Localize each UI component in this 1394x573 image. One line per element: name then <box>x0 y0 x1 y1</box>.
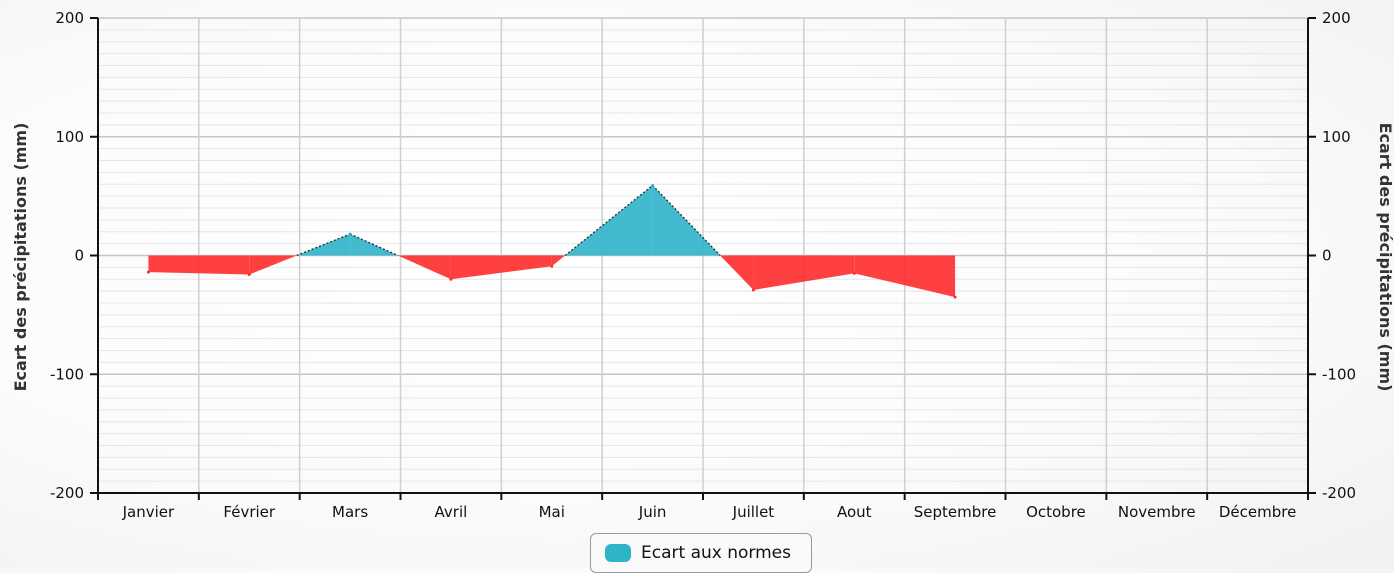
negative-area <box>720 255 754 290</box>
x-tick-label: Juin <box>638 503 667 521</box>
x-tick-label: Novembre <box>1118 503 1196 521</box>
legend-label: Ecart aux normes <box>641 543 791 563</box>
y-tick-label-right: 0 <box>1322 247 1332 265</box>
positive-outline <box>652 184 721 256</box>
positive-outline <box>349 233 399 257</box>
y-tick-label-right: -100 <box>1322 365 1356 383</box>
y-tick-label-left: 100 <box>55 128 84 146</box>
x-tick-label: Octobre <box>1026 503 1086 521</box>
grid <box>98 17 1308 494</box>
negative-area <box>397 255 451 280</box>
positive-area <box>296 234 351 256</box>
data-point <box>852 271 856 275</box>
x-tick-label: Mars <box>332 503 368 521</box>
y-tick-label-right: -200 <box>1322 484 1356 502</box>
y-tick-label-right: 200 <box>1322 9 1351 27</box>
y-tick-label-left: 200 <box>55 9 84 27</box>
x-tick-label: Février <box>223 503 275 521</box>
x-tick-label: Mai <box>539 503 565 521</box>
data-point <box>651 183 655 187</box>
negative-area <box>148 255 250 275</box>
x-tick-label: Septembre <box>914 503 997 521</box>
data-point <box>953 295 957 299</box>
x-tick-label: Décembre <box>1219 503 1296 521</box>
positive-area <box>350 234 398 256</box>
axes <box>90 17 1316 500</box>
x-tick-label: Janvier <box>122 503 175 521</box>
data-point <box>449 277 453 281</box>
data-point <box>247 273 251 276</box>
x-tick-label: Juillet <box>732 503 775 521</box>
positive-outline <box>296 233 351 257</box>
negative-area <box>753 255 855 290</box>
x-tick-label: Avril <box>435 503 468 521</box>
y-axis-title-right: Ecart des précipitations (mm) <box>1376 123 1394 392</box>
negative-area <box>450 255 552 280</box>
plot-area <box>146 183 957 299</box>
y-axis-title-left: Ecart des précipitations (mm) <box>11 123 30 392</box>
labels: 200 200 100 100 0 0 -100 -100 -200 -200 Janvier Fév… <box>50 9 1356 521</box>
y-tick-label-left: 0 <box>74 247 84 265</box>
y-tick-label-left: -100 <box>50 365 84 383</box>
data-point <box>348 232 352 236</box>
data-point <box>550 264 554 268</box>
data-point <box>146 270 150 274</box>
x-tick-label: Aout <box>837 503 872 521</box>
negative-area <box>249 255 297 275</box>
negative-area <box>854 255 956 298</box>
y-tick-label-right: 100 <box>1322 128 1351 146</box>
negative-area <box>551 255 566 267</box>
legend-swatch <box>605 544 631 562</box>
data-point <box>751 288 755 292</box>
legend[interactable]: Ecart aux normes <box>590 533 812 573</box>
positive-outline <box>564 184 654 257</box>
y-tick-label-left: -200 <box>50 484 84 502</box>
